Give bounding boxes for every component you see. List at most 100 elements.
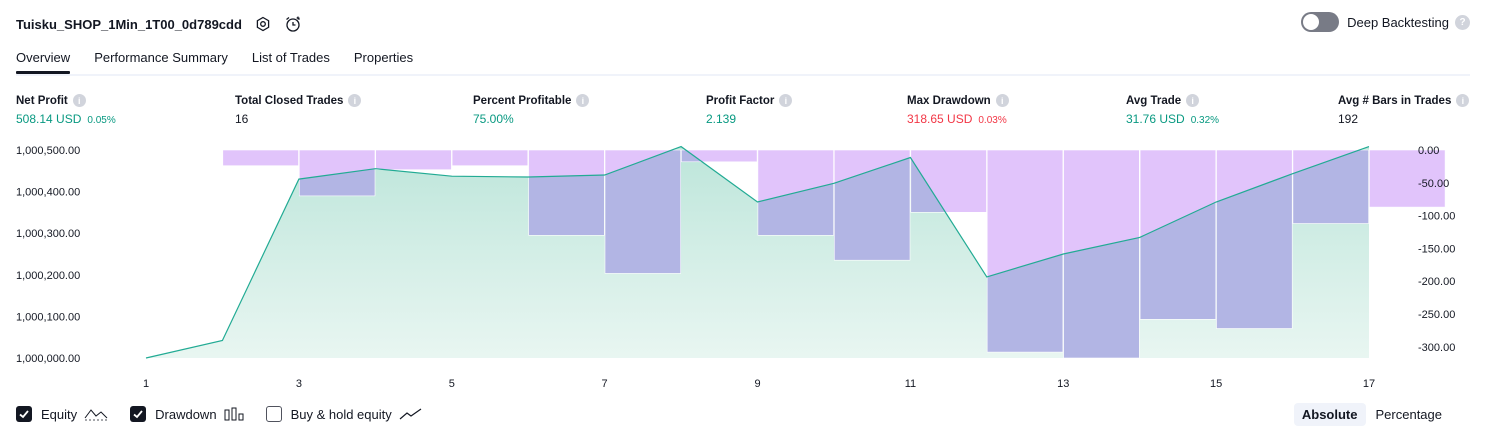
info-icon[interactable]: i xyxy=(1456,94,1470,107)
metric-avg-trade: Avg Trade i 31.76 USD 0.32% xyxy=(1126,94,1219,126)
drawdown-bar xyxy=(222,149,299,166)
drawdown-label: Drawdown xyxy=(155,406,217,422)
alarm-clock-icon[interactable] xyxy=(284,15,302,33)
tab-list-of-trades[interactable]: List of Trades xyxy=(251,50,330,65)
left-tick-label: 1,000,300.00 xyxy=(16,228,80,240)
drawdown-bar xyxy=(375,149,452,171)
metric-label-row: Avg Trade i xyxy=(1126,94,1219,107)
metric-value-row: 31.76 USD 0.32% xyxy=(1126,112,1219,126)
metric-value: 192 xyxy=(1338,112,1359,126)
metric-value-row: 508.14 USD 0.05% xyxy=(16,112,116,126)
metric-label-row: Net Profit i xyxy=(16,94,116,107)
metric-percent: 0.03% xyxy=(978,115,1007,126)
drawdown-bars-icon xyxy=(224,407,244,421)
settings-gear-icon[interactable] xyxy=(254,15,272,33)
drawdown-bar xyxy=(1369,149,1446,208)
buy-hold-line-icon xyxy=(399,407,423,421)
metric-label: Total Closed Trades xyxy=(235,94,344,107)
metric-label-row: Avg # Bars in Trades i xyxy=(1338,94,1470,107)
x-axis: 1 3 5 7 9 11 13 15 17 xyxy=(143,378,1375,390)
metric-value: 16 xyxy=(235,112,249,126)
percentage-button[interactable]: Percentage xyxy=(1375,407,1443,422)
buy-hold-checkbox[interactable] xyxy=(265,406,282,422)
right-tick-label: -150.00 xyxy=(1418,243,1455,255)
metric-label: Max Drawdown xyxy=(907,94,991,107)
metric-value: 31.76 USD xyxy=(1126,112,1185,126)
x-tick-label: 9 xyxy=(754,378,760,390)
metric-label: Profit Factor xyxy=(706,94,775,107)
metric-label-row: Max Drawdown i xyxy=(907,94,1009,107)
right-tick-label: -50.00 xyxy=(1418,178,1449,190)
equity-toggle[interactable]: Equity xyxy=(16,406,108,422)
equity-line-icon xyxy=(84,407,108,421)
buy-hold-label: Buy & hold equity xyxy=(290,406,392,422)
metric-max-drawdown: Max Drawdown i 318.65 USD 0.03% xyxy=(907,94,1009,126)
buy-hold-toggle[interactable]: Buy & hold equity xyxy=(265,406,423,422)
info-icon[interactable]: i xyxy=(72,94,86,107)
metric-avg-bars-in-trades: Avg # Bars in Trades i 192 xyxy=(1338,94,1470,126)
right-tick-label: -100.00 xyxy=(1418,211,1455,223)
tab-bar: Overview Performance Summary List of Tra… xyxy=(16,46,1470,76)
metric-label-row: Profit Factor i xyxy=(706,94,793,107)
x-tick-label: 13 xyxy=(1057,378,1069,390)
drawdown-checkbox[interactable] xyxy=(130,406,147,422)
toggle-knob xyxy=(1303,14,1320,30)
metric-value-row: 318.65 USD 0.03% xyxy=(907,112,1009,126)
right-tick-label: -250.00 xyxy=(1418,309,1455,321)
equity-drawdown-chart: 1,000,500.00 1,000,400.00 1,000,300.00 1,00… xyxy=(16,145,1455,390)
metric-value: 75.00% xyxy=(473,112,514,126)
tab-overview[interactable]: Overview xyxy=(16,46,71,74)
deep-backtesting: Deep Backtesting ? xyxy=(1301,12,1470,32)
x-tick-label: 17 xyxy=(1363,378,1375,390)
x-tick-label: 5 xyxy=(449,378,455,390)
scale-mode-switch: Absolute Percentage xyxy=(1292,403,1450,426)
absolute-button[interactable]: Absolute xyxy=(1293,403,1366,426)
tab-properties[interactable]: Properties xyxy=(353,50,414,65)
metric-label: Avg # Bars in Trades xyxy=(1338,94,1452,107)
metric-percent: 0.05% xyxy=(87,115,116,126)
metric-value: 2.139 xyxy=(706,112,737,126)
equity-line xyxy=(145,145,1370,359)
metric-percent-profitable: Percent Profitable i 75.00% xyxy=(473,94,590,126)
left-tick-label: 1,000,000.00 xyxy=(16,353,80,365)
info-icon[interactable]: i xyxy=(995,94,1009,107)
help-icon[interactable]: ? xyxy=(1455,14,1470,30)
info-icon[interactable]: i xyxy=(348,94,362,107)
metric-value: 508.14 USD xyxy=(16,112,82,126)
equity-area xyxy=(146,146,1369,358)
x-tick-label: 3 xyxy=(296,378,302,390)
left-axis: 1,000,500.00 1,000,400.00 1,000,300.00 1,00… xyxy=(16,145,80,365)
metric-value: 318.65 USD xyxy=(907,112,973,126)
metric-value-row: 16 xyxy=(235,112,361,126)
metric-label-row: Total Closed Trades i xyxy=(235,94,362,107)
tab-performance-summary[interactable]: Performance Summary xyxy=(94,50,228,65)
info-icon[interactable]: i xyxy=(779,94,793,107)
metric-value-row: 75.00% xyxy=(473,112,589,126)
deep-backtesting-toggle[interactable] xyxy=(1301,12,1340,32)
x-tick-label: 1 xyxy=(143,378,149,390)
right-tick-label: 0.00 xyxy=(1418,145,1439,157)
right-tick-label: -200.00 xyxy=(1418,276,1455,288)
drawdown-bar xyxy=(451,149,529,166)
metrics-row: Net Profit i 508.14 USD 0.05% Total Closed… xyxy=(0,94,1486,134)
strategy-title: Tuisku_SHOP_1Min_1T00_0d789cdd xyxy=(16,16,242,32)
equity-checkbox[interactable] xyxy=(16,406,32,422)
info-icon[interactable]: i xyxy=(576,94,590,107)
metric-percent: 0.32% xyxy=(1190,115,1220,126)
metric-net-profit: Net Profit i 508.14 USD 0.05% xyxy=(16,94,116,126)
right-axis: 0.00 -50.00 -100.00 -150.00 -200.00 -250.00 -3… xyxy=(1418,145,1455,354)
left-tick-label: 1,000,100.00 xyxy=(16,311,80,323)
equity-label: Equity xyxy=(41,406,78,422)
x-tick-label: 15 xyxy=(1210,378,1222,390)
drawdown-toggle[interactable]: Drawdown xyxy=(130,406,244,422)
strategy-header: Tuisku_SHOP_1Min_1T00_0d789cdd xyxy=(16,12,302,36)
metric-total-closed-trades: Total Closed Trades i 16 xyxy=(235,94,362,126)
metric-label: Avg Trade xyxy=(1126,94,1182,107)
info-icon[interactable]: i xyxy=(1186,94,1200,107)
deep-backtesting-label: Deep Backtesting xyxy=(1347,14,1449,30)
left-tick-label: 1,000,400.00 xyxy=(16,187,80,199)
left-tick-label: 1,000,200.00 xyxy=(16,270,80,282)
metric-label: Net Profit xyxy=(16,94,68,107)
metric-value-row: 2.139 xyxy=(706,112,792,126)
metric-label-row: Percent Profitable i xyxy=(473,94,590,107)
